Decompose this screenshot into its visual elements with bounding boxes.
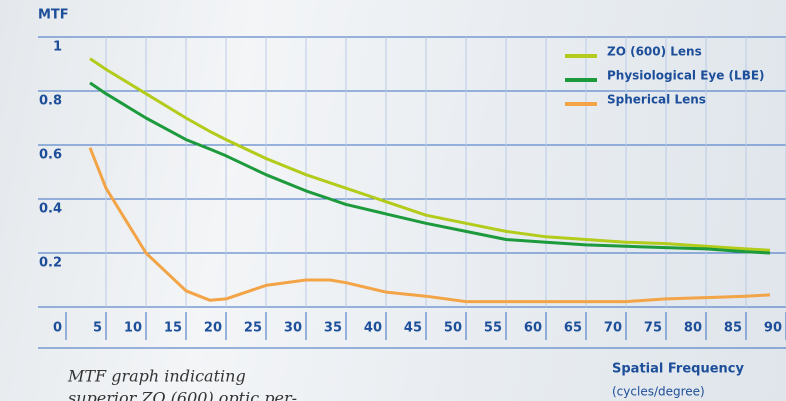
series-line: [88, 147, 771, 304]
y-tick-label: 0.6: [39, 148, 62, 163]
series-line: [89, 81, 771, 255]
x-tick-label: 20: [204, 321, 222, 336]
x-tick-label: 50: [444, 321, 462, 336]
x-tick-label: 40: [364, 321, 382, 336]
y-tick-label: 0.2: [39, 256, 62, 271]
x-tick-label: 5: [93, 321, 102, 336]
y-tick-label: 0.8: [39, 94, 62, 109]
y-axis-label: MTF: [38, 8, 69, 23]
y-tick-label: 0.4: [39, 202, 62, 217]
series-line: [89, 57, 771, 252]
legend-label: ZO (600) Lens: [607, 45, 702, 59]
x-tick-label: 25: [244, 321, 262, 336]
caption: MTF graph indicating: [67, 367, 246, 386]
x-tick-label: 75: [644, 321, 662, 336]
x-tick-label: 10: [124, 321, 142, 336]
x-tick-label: 80: [684, 321, 702, 336]
x-tick-label: 70: [604, 321, 622, 336]
x-tick-label: 35: [324, 321, 342, 336]
x-axis-unit: (cycles/degree): [612, 385, 705, 399]
x-tick-label: 90: [764, 321, 782, 336]
legend-label: Spherical Lens: [607, 93, 706, 107]
x-tick-label: 30: [284, 321, 302, 336]
x-tick-label: 55: [484, 321, 502, 336]
x-tick-label: 15: [164, 321, 182, 336]
y-tick-label: 1: [53, 40, 62, 55]
x-tick-label: 65: [564, 321, 582, 336]
x-tick-label: 45: [404, 321, 422, 336]
x-axis-label: Spatial Frequency: [612, 362, 744, 377]
caption: superior ZO (600) optic per-: [68, 389, 297, 401]
x-tick-label: 0: [53, 321, 62, 336]
x-tick-label: 60: [524, 321, 542, 336]
legend-label: Physiological Eye (LBE): [607, 69, 765, 83]
x-tick-label: 85: [724, 321, 742, 336]
